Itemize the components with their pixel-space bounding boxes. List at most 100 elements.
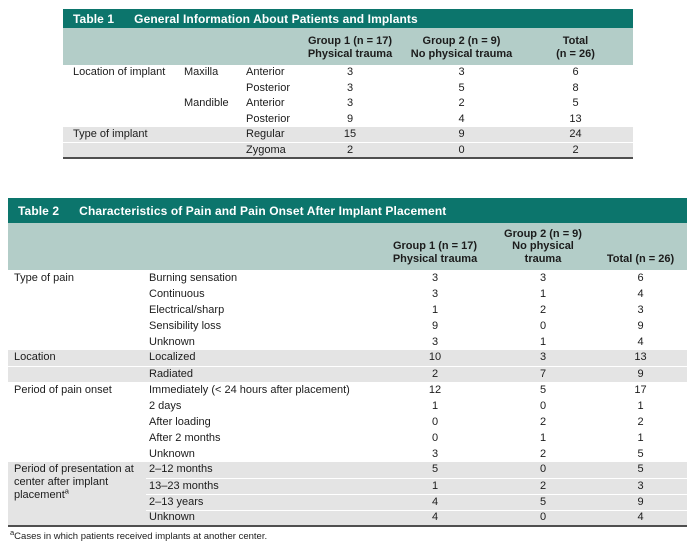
table-cell xyxy=(8,446,146,462)
header-row: Group 1 (n = 17) Physical trauma Group 2 (… xyxy=(63,28,633,65)
column-header: Group 2 (n = 9) No physical trauma xyxy=(405,28,518,65)
table-cell: 0 xyxy=(492,509,594,527)
table-cell: 2 xyxy=(378,365,492,382)
table1-header: Group 1 (n = 17) Physical trauma Group 2 (… xyxy=(63,28,633,65)
table-cell: Anterior xyxy=(246,66,285,79)
table-cell xyxy=(63,96,181,112)
header-row: Group 1 (n = 17) Physical trauma Group 2 (… xyxy=(8,223,687,270)
table-cell: 4 xyxy=(378,509,492,527)
table2-footnote: aCases in which patients received implan… xyxy=(8,527,687,542)
table-cell: 0 xyxy=(405,142,518,159)
table-cell: 3 xyxy=(594,477,687,494)
table-cell xyxy=(8,398,146,414)
table-cell xyxy=(8,414,146,430)
table-cell: Sensibility loss xyxy=(149,319,222,332)
table2-title: Characteristics of Pain and Pain Onset A… xyxy=(79,203,447,218)
table-cell: Type of implant xyxy=(73,128,148,140)
table-cell: 1 xyxy=(637,431,644,444)
table-cell: 2 xyxy=(492,477,594,494)
table1: Group 1 (n = 17) Physical trauma Group 2 (… xyxy=(63,28,633,159)
table-cell: 24 xyxy=(569,128,582,140)
table-cell: 10 xyxy=(428,351,442,364)
table-cell: 6 xyxy=(572,66,579,79)
table-cell: 2 xyxy=(295,142,405,159)
table-cell: Posterior xyxy=(246,81,291,94)
table-row: Unknown 3 2 5 xyxy=(8,446,687,462)
table-row: Unknown 3 1 4 xyxy=(8,334,687,350)
table2: Group 1 (n = 17) Physical trauma Group 2 (… xyxy=(8,223,687,527)
table-cell: 5 xyxy=(637,463,644,476)
table-cell: 5 xyxy=(572,97,579,110)
table2-body: Type of pain Burning sensation 3 3 6 Continuo… xyxy=(8,270,687,527)
table-cell: 0 xyxy=(539,319,547,332)
table-row: Type of implant Regular 15 9 24 xyxy=(63,127,633,143)
column-header xyxy=(8,223,146,270)
table-cell: Period of presentation at center after i… xyxy=(8,462,146,527)
table-row: 13–23 months 1 2 3 xyxy=(8,477,687,494)
table-cell: Unknown xyxy=(149,335,195,348)
table-cell: 0 xyxy=(539,399,547,412)
table-cell: 3 xyxy=(431,335,439,348)
table-cell: 6 xyxy=(637,271,644,284)
table-cell: 9 xyxy=(346,112,354,125)
table-cell: 1 xyxy=(378,477,492,494)
table-cell: 2 xyxy=(518,142,633,159)
table-row: Posterior 3 5 8 xyxy=(63,81,633,97)
table-cell: 2–13 years xyxy=(146,493,378,510)
table-cell: 3 xyxy=(346,97,354,110)
table-cell: 3 xyxy=(431,447,439,460)
table-row: Zygoma 2 0 2 xyxy=(63,142,633,159)
table-cell xyxy=(181,127,243,143)
table-cell xyxy=(181,142,243,159)
table-row: Continuous 3 1 4 xyxy=(8,286,687,302)
table-cell: 4 xyxy=(594,509,687,527)
table-cell: 1 xyxy=(539,287,547,300)
table-cell: 5 xyxy=(458,81,465,94)
table-cell: Immediately (< 24 hours after placement) xyxy=(149,383,350,396)
column-header: Group 1 (n = 17) Physical trauma xyxy=(378,223,492,270)
table-cell: 9 xyxy=(637,319,644,332)
table-row: Mandible Anterior 3 2 5 xyxy=(63,96,633,112)
table-cell xyxy=(63,81,181,97)
table-cell: 9 xyxy=(458,128,465,140)
table-cell: 3 xyxy=(637,303,644,316)
table-cell xyxy=(8,318,146,334)
table-cell: 8 xyxy=(572,81,579,94)
table-cell: 17 xyxy=(634,383,647,396)
table-cell: 2 xyxy=(458,97,465,110)
table-cell: Anterior xyxy=(246,97,285,110)
table-row: Radiated 2 7 9 xyxy=(8,365,687,382)
table-cell: Zygoma xyxy=(243,142,295,159)
table-cell: 3 xyxy=(539,271,547,284)
table-cell: 15 xyxy=(343,128,357,140)
table-cell: 5 xyxy=(637,447,644,460)
table-cell: 0 xyxy=(539,463,547,476)
table-cell: 3 xyxy=(346,66,354,79)
table-cell: Radiated xyxy=(146,365,378,382)
table-row: Posterior 9 4 13 xyxy=(63,112,633,128)
table-cell xyxy=(8,334,146,350)
table-cell: Localized xyxy=(149,351,196,364)
table-cell xyxy=(8,365,146,382)
table-cell: Unknown xyxy=(146,509,378,527)
column-header xyxy=(243,28,295,65)
table-cell: Continuous xyxy=(149,287,205,300)
table1-title: General Information About Patients and I… xyxy=(134,11,418,26)
table-cell: 1 xyxy=(539,431,547,444)
table-cell: 5 xyxy=(431,463,439,476)
table-cell: 2 xyxy=(539,447,547,460)
table-row: Period of presentation at center after i… xyxy=(8,462,687,527)
table-cell: 2 xyxy=(539,415,547,428)
table2-title-bar: Table 2 Characteristics of Pain and Pain… xyxy=(8,198,687,223)
table2-tag: Table 2 xyxy=(18,203,60,218)
column-header: Group 2 (n = 9) No physical trauma xyxy=(492,223,594,270)
table-cell: After 2 months xyxy=(149,431,221,444)
table2-header: Group 1 (n = 17) Physical trauma Group 2 (… xyxy=(8,223,687,270)
table-cell: 3 xyxy=(431,287,439,300)
table-cell: 0 xyxy=(431,431,439,444)
footnote-marker: a xyxy=(10,527,15,537)
table-cell: 4 xyxy=(458,112,465,125)
table-row: After 2 months 0 1 1 xyxy=(8,430,687,446)
table-cell: Regular xyxy=(246,128,285,140)
table-row: Period of pain onset Immediately (< 24 ho… xyxy=(8,382,687,398)
